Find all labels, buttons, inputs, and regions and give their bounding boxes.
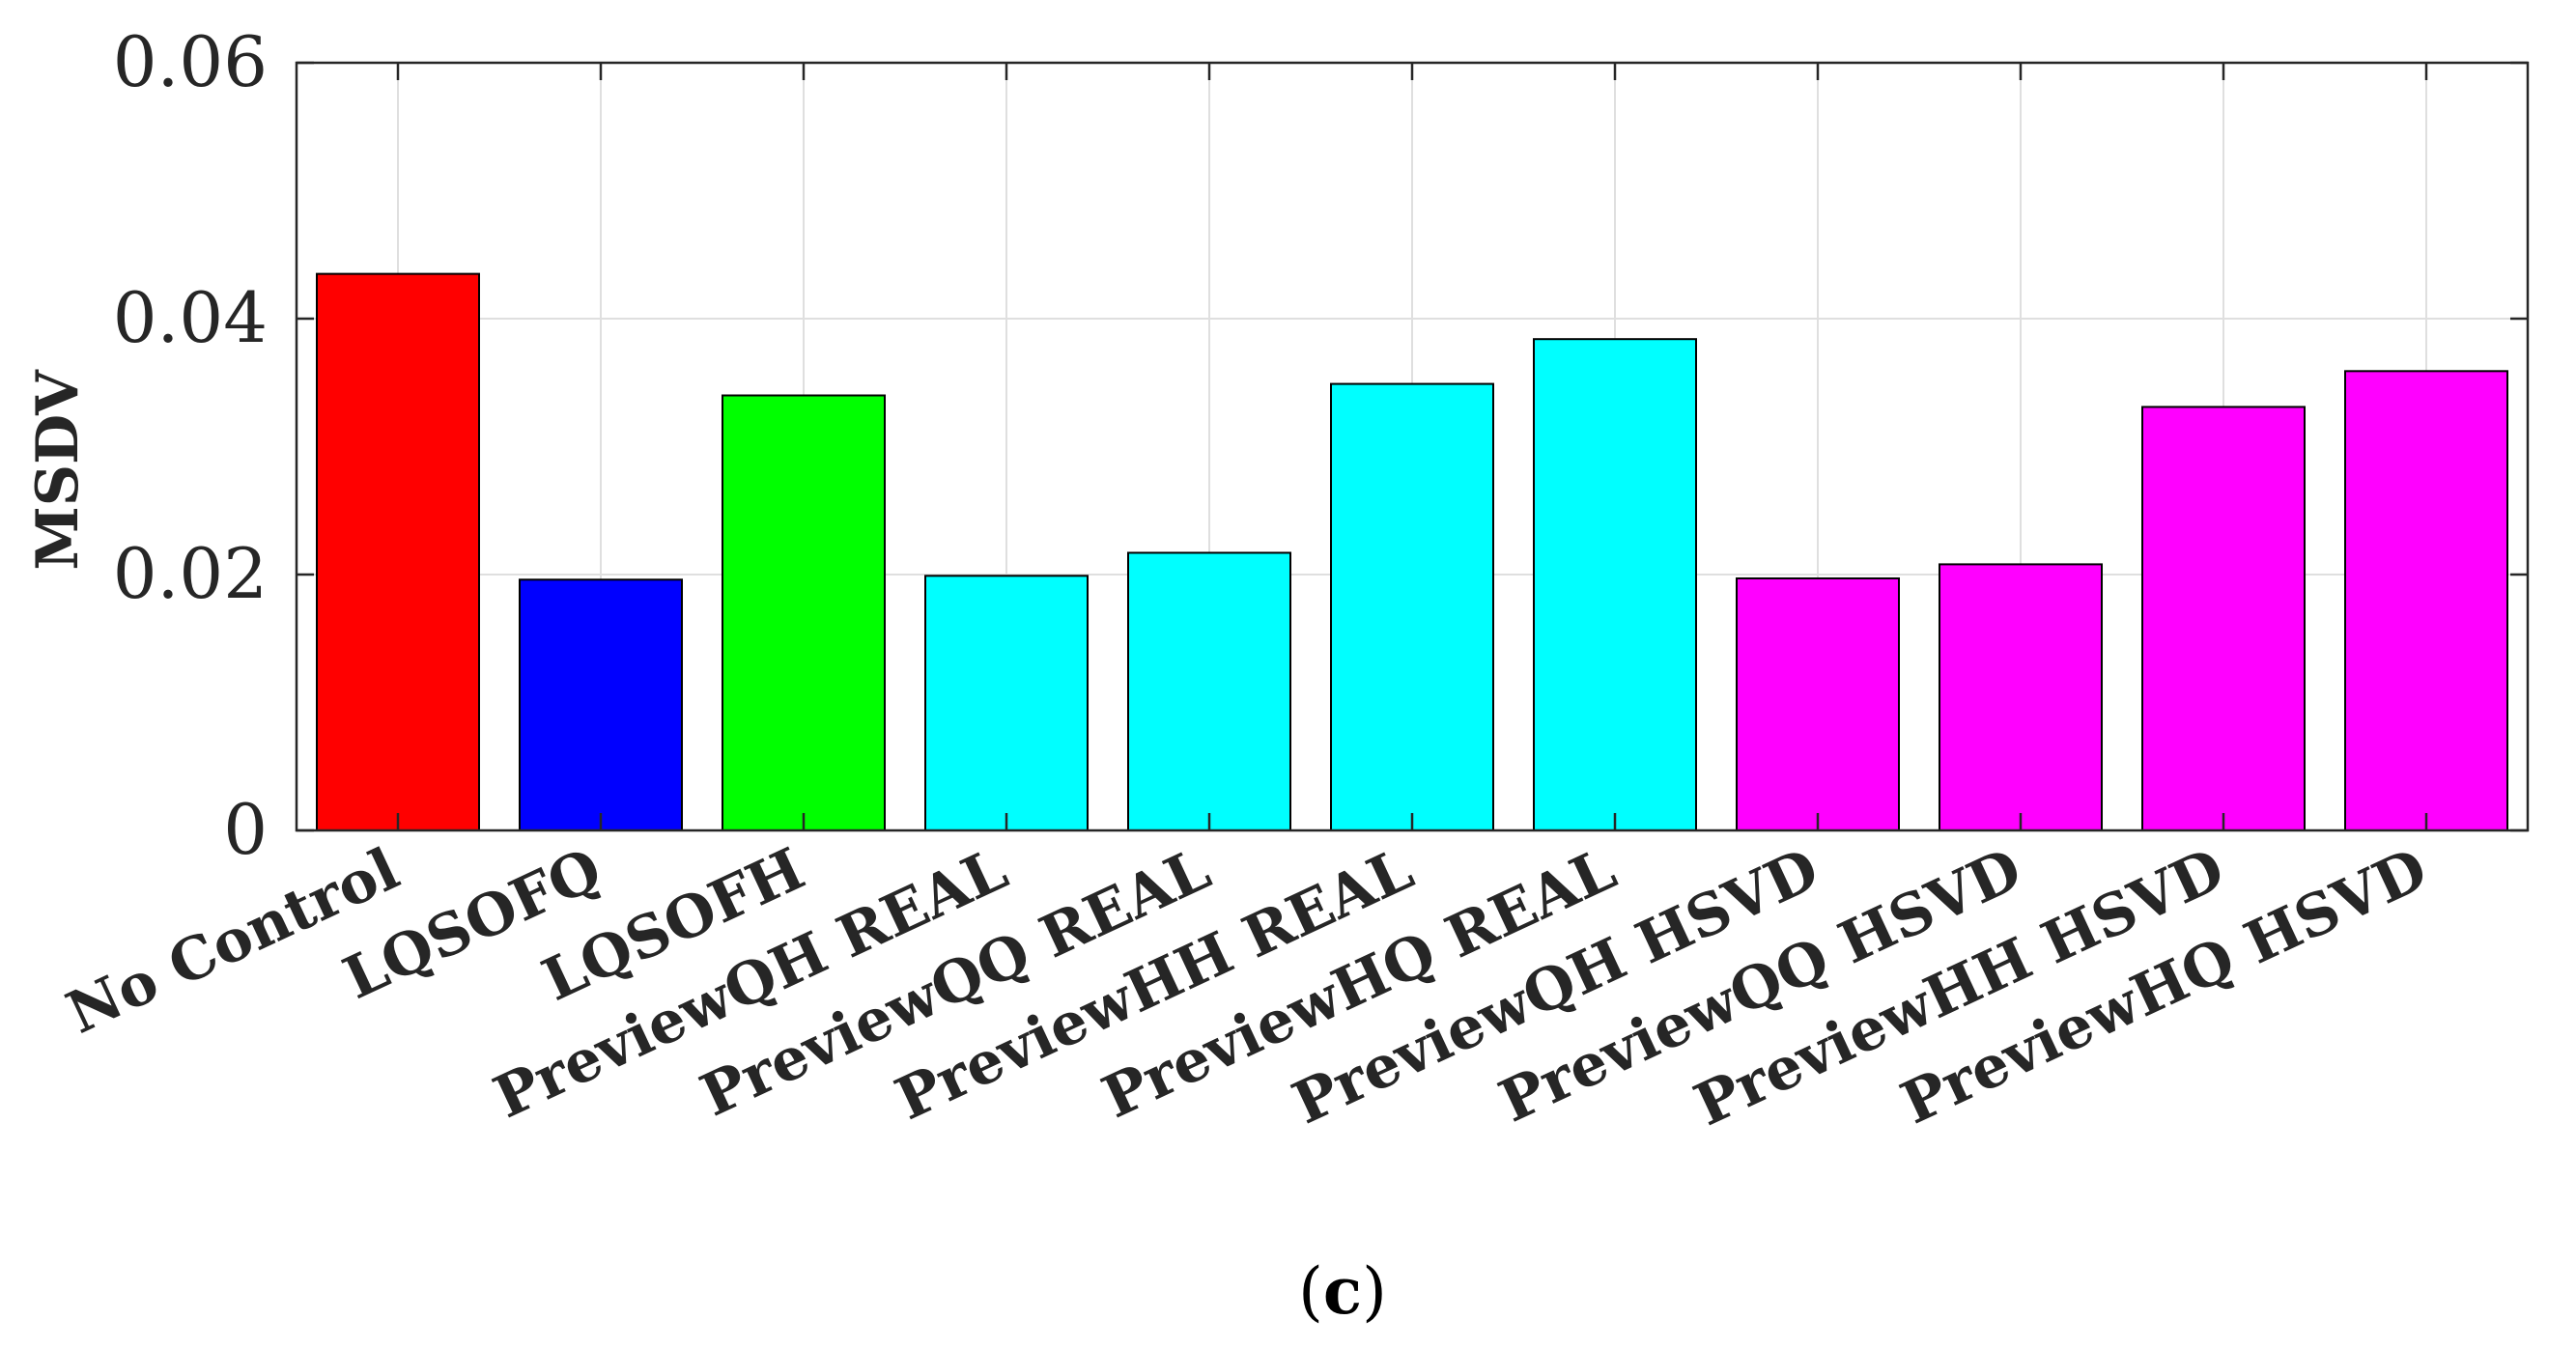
bar (316, 272, 480, 831)
bar (1533, 338, 1697, 831)
bar (924, 575, 1089, 831)
y-axis-title: MSDV (24, 369, 92, 571)
bar (1736, 576, 1900, 831)
bar (722, 394, 886, 831)
bar (1330, 382, 1494, 831)
y-tick-label: 0.06 (113, 21, 268, 102)
panel-label-close: ) (1362, 1254, 1387, 1329)
axes-layer (295, 61, 2530, 832)
y-tick-labels: 0 0.02 0.04 0.06 (113, 21, 268, 870)
bars-layer (316, 272, 2508, 832)
bar (519, 578, 683, 831)
panel-label: (c) (1298, 1253, 1387, 1329)
bar (2344, 370, 2508, 831)
bar (1127, 551, 1291, 831)
bar (2141, 406, 2306, 831)
panel-label-letter: c (1323, 1253, 1362, 1329)
panel-label-open: ( (1298, 1254, 1323, 1329)
y-tick-label: 0.02 (113, 533, 268, 614)
y-tick-label: 0.04 (113, 277, 268, 358)
y-tick-label: 0 (223, 789, 268, 870)
bar (1939, 563, 2103, 832)
